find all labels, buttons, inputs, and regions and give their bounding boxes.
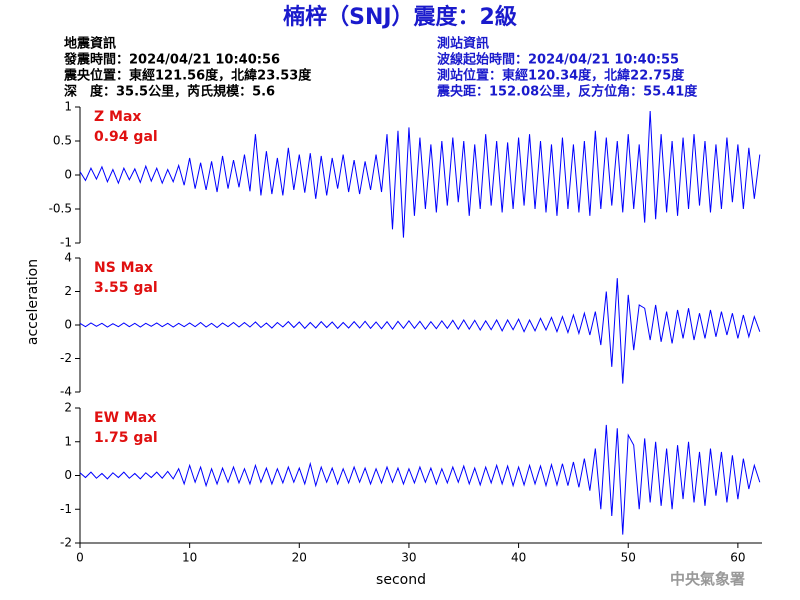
x-tick-label: 50 (621, 551, 636, 565)
info-line: 波線起始時間：2024/04/21 10:40:55 (437, 52, 679, 68)
waveform (79, 111, 761, 238)
waveform (79, 424, 761, 535)
x-tick-label: 0 (76, 551, 84, 565)
y-tick-label: 1 (64, 100, 72, 114)
y-tick-label: 2 (64, 284, 72, 298)
y-tick-label: -2 (60, 351, 72, 365)
x-tick-label: 60 (730, 551, 745, 565)
y-tick-label: 4 (64, 251, 72, 265)
station-info: 測站資訊 波線起始時間：2024/04/21 10:40:55 測站位置：東經1… (436, 36, 698, 100)
info-line: 深 度：35.5公里，芮氏規模：5.6 (64, 84, 275, 100)
info-line: 發震時間：2024/04/21 10:40:56 (63, 52, 280, 68)
panel-title: NS Max (94, 260, 153, 276)
info-line: 震央距：152.08公里，反方位角：55.41度 (436, 84, 698, 100)
chart-title: 楠梓（SNJ）震度：2級 (283, 4, 517, 30)
y-tick-label: -4 (60, 385, 72, 399)
panel-title: EW Max (94, 410, 156, 426)
y-tick-label: 0 (64, 318, 72, 332)
x-tick-label: 40 (511, 551, 526, 565)
info-line: 測站資訊 (437, 36, 489, 52)
info-line: 震央位置：東經121.56度，北緯23.53度 (63, 68, 312, 84)
panel-subtitle: 0.94 gal (94, 129, 158, 145)
y-axis-label: acceleration (25, 259, 41, 345)
panel-subtitle: 3.55 gal (94, 280, 158, 296)
info-line: 測站位置：東經120.34度，北緯22.75度 (437, 68, 685, 84)
x-axis-label: second (376, 572, 426, 588)
y-tick-label: -2 (60, 536, 72, 550)
y-tick-label: 1 (64, 434, 72, 448)
y-tick-label: -1 (60, 236, 72, 250)
panel-title: Z Max (94, 109, 141, 125)
y-tick-label: 2 (64, 401, 72, 415)
panel-subtitle: 1.75 gal (94, 430, 158, 446)
y-tick-label: -0.5 (49, 202, 72, 216)
waveform (79, 278, 761, 384)
footer: 中央氣象署 (670, 570, 745, 588)
y-tick-label: -1 (60, 502, 72, 516)
info-line: 地震資訊 (64, 36, 116, 52)
y-tick-label: 0 (64, 168, 72, 182)
y-tick-label: 0.5 (53, 134, 72, 148)
x-tick-label: 30 (401, 551, 416, 565)
x-tick-label: 10 (182, 551, 197, 565)
y-tick-label: 0 (64, 468, 72, 482)
x-tick-label: 20 (292, 551, 307, 565)
event-info: 地震資訊 發震時間：2024/04/21 10:40:56 震央位置：東經121… (63, 36, 312, 100)
